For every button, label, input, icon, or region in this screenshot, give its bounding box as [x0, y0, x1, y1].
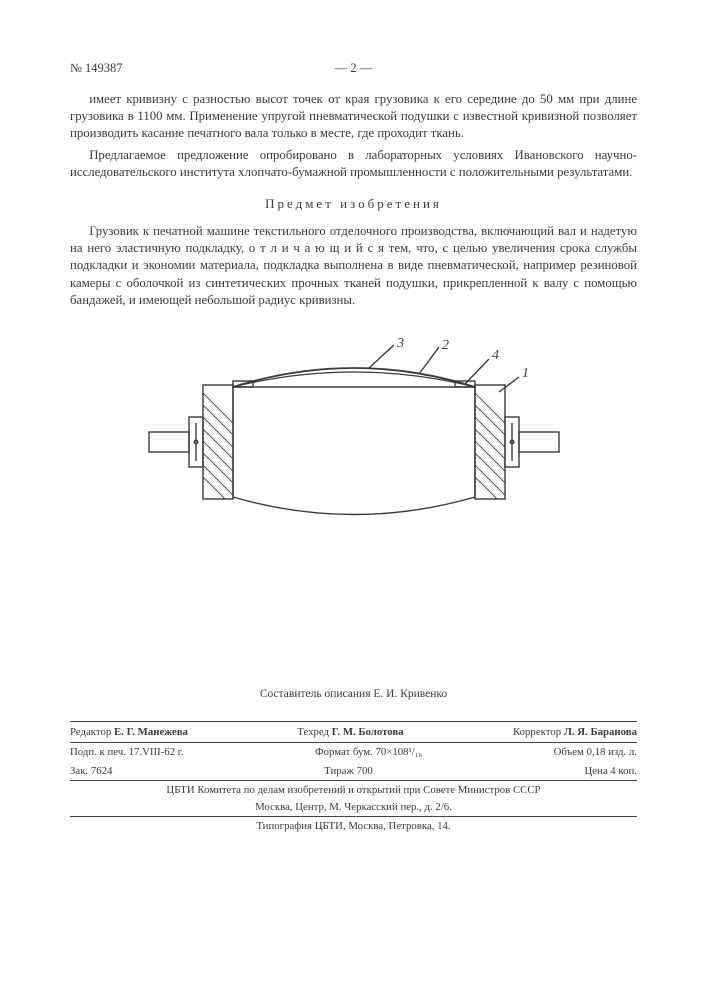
- body-text: имеет кривизну с разностью высот точек о…: [70, 91, 637, 309]
- pub-volume: Объем 0,18 изд. л.: [554, 745, 637, 760]
- pub-tirage: Тираж 700: [324, 764, 373, 779]
- doc-number: № 149387: [70, 60, 123, 77]
- composer-line: Составитель описания Е. И. Кривенко: [70, 687, 637, 703]
- tech-label: Техред: [297, 726, 329, 738]
- section-title: Предмет изобретения: [70, 195, 637, 213]
- pub-printer: Типография ЦБТИ, Москва, Петровка, 14.: [70, 819, 637, 834]
- paragraph-3: Грузовик к печатной машине текстильного …: [70, 223, 637, 309]
- figure-label-1: 1: [522, 366, 529, 381]
- page-marker: — 2 —: [335, 60, 373, 77]
- credits-row: Редактор Е. Г. Манежева Техред Г. М. Бол…: [70, 721, 637, 744]
- pub-price: Цена 4 коп.: [584, 764, 637, 779]
- pub-row-2: Зак. 7624 Тираж 700 Цена 4 коп.: [70, 762, 637, 782]
- pub-order: Зак. 7624: [70, 764, 112, 779]
- corrector-credit: Корректор Л. Я. Баранова: [513, 725, 637, 740]
- figure-label-2: 2: [442, 338, 449, 353]
- editor-label: Редактор: [70, 726, 111, 738]
- paragraph-2: Предлагаемое предложение опробировано в …: [70, 147, 637, 182]
- editor-name: Е. Г. Манежева: [114, 726, 188, 738]
- figure-label-4: 4: [492, 348, 499, 363]
- rule: [70, 816, 637, 817]
- technical-drawing: 3 2 4 1: [139, 337, 569, 547]
- paragraph-1: имеет кривизну с разностью высот точек о…: [70, 91, 637, 143]
- figure-label-3: 3: [396, 337, 404, 351]
- pub-row-1: Подп. к печ. 17.VIII-62 г. Формат бум. 7…: [70, 743, 637, 762]
- corr-label: Корректор: [513, 726, 561, 738]
- page-header: № 149387 — 2 — № 149387: [70, 60, 637, 77]
- pub-org-2: Москва, Центр, М. Черкасский пер., д. 2/…: [70, 800, 637, 815]
- pub-date: Подп. к печ. 17.VIII-62 г.: [70, 745, 184, 760]
- editor-credit: Редактор Е. Г. Манежева: [70, 725, 188, 740]
- tech-credit: Техред Г. М. Болотова: [297, 725, 403, 740]
- corr-name: Л. Я. Баранова: [564, 726, 637, 738]
- pub-format: Формат бум. 70×108¹/₁₆: [315, 745, 422, 760]
- tech-name: Г. М. Болотова: [332, 726, 404, 738]
- pub-org-1: ЦБТИ Комитета по делам изобретений и отк…: [70, 783, 637, 798]
